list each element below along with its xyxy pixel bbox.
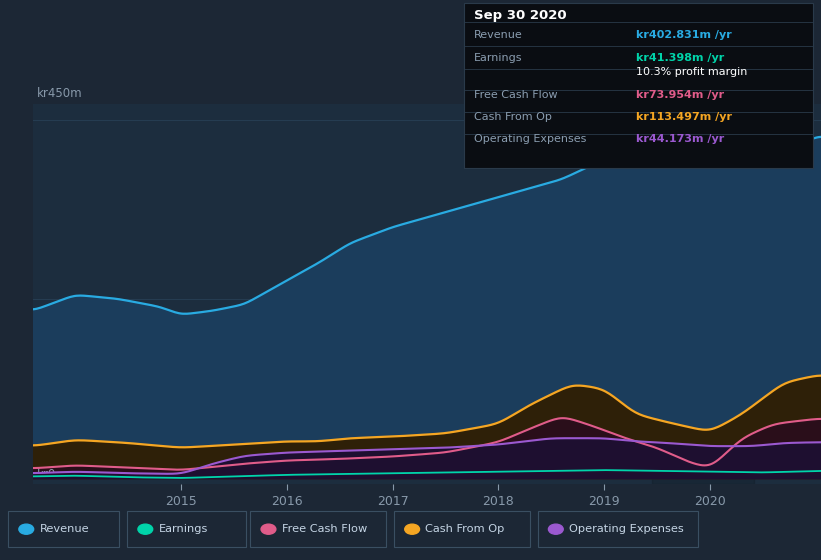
Text: Cash From Op: Cash From Op [474, 112, 552, 122]
Text: Revenue: Revenue [39, 524, 89, 534]
Bar [652, 104, 754, 484]
Text: Earnings: Earnings [474, 53, 522, 63]
Text: Free Cash Flow: Free Cash Flow [282, 524, 367, 534]
Text: Earnings: Earnings [158, 524, 208, 534]
Text: kr0: kr0 [37, 468, 56, 480]
Text: Sep 30 2020: Sep 30 2020 [474, 8, 566, 22]
Text: kr73.954m /yr: kr73.954m /yr [636, 90, 724, 100]
Text: Revenue: Revenue [474, 30, 522, 40]
Text: Operating Expenses: Operating Expenses [569, 524, 684, 534]
Text: kr450m: kr450m [37, 87, 82, 100]
Text: Operating Expenses: Operating Expenses [474, 134, 586, 144]
Text: kr402.831m /yr: kr402.831m /yr [636, 30, 732, 40]
Text: kr41.398m /yr: kr41.398m /yr [636, 53, 724, 63]
Text: Cash From Op: Cash From Op [425, 524, 505, 534]
Text: kr44.173m /yr: kr44.173m /yr [636, 134, 724, 144]
Text: kr113.497m /yr: kr113.497m /yr [636, 112, 732, 122]
Text: Free Cash Flow: Free Cash Flow [474, 90, 557, 100]
Text: 10.3% profit margin: 10.3% profit margin [636, 67, 748, 77]
